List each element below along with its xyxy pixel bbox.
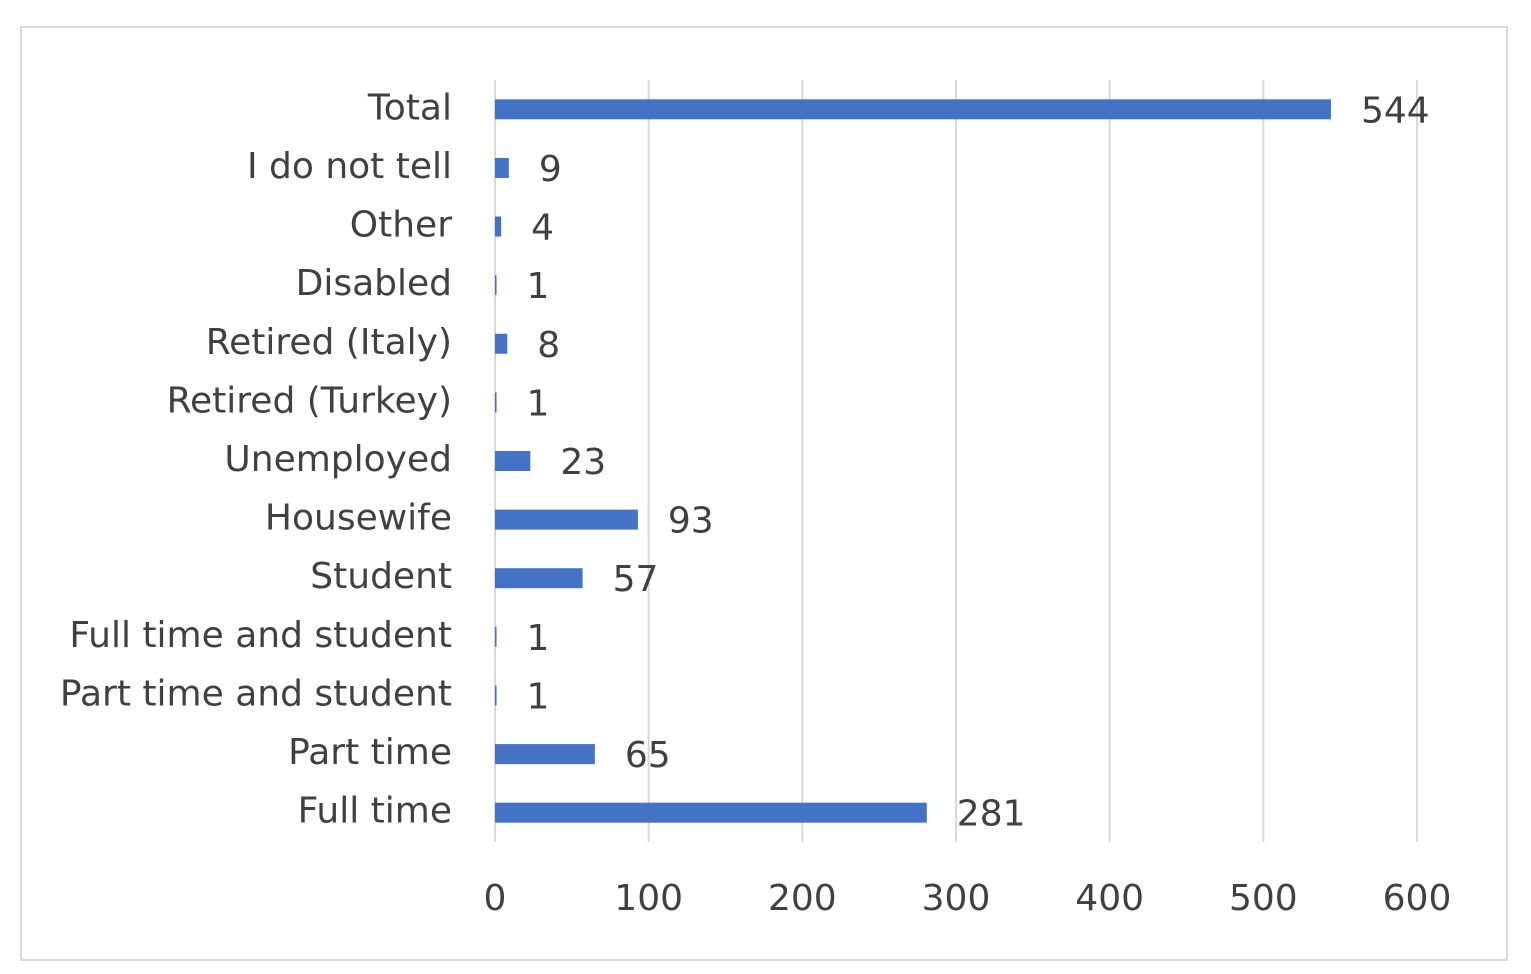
x-tick-label: 500 — [1229, 878, 1298, 919]
bar — [495, 216, 502, 237]
y-tick-label: Retired (Turkey) — [167, 380, 452, 421]
y-tick-label: Other — [350, 205, 452, 246]
bar — [495, 626, 497, 647]
y-tick-label: Part time — [288, 732, 452, 773]
value-label: 1 — [527, 676, 550, 717]
bar — [495, 157, 509, 178]
value-label: 281 — [957, 794, 1026, 835]
bar — [495, 568, 583, 589]
value-label: 1 — [527, 618, 550, 659]
x-tick-label: 100 — [614, 878, 683, 919]
value-label: 65 — [625, 735, 671, 776]
x-tick-label: 0 — [484, 878, 507, 919]
x-tick-label: 400 — [1075, 878, 1144, 919]
y-tick-label: I do not tell — [247, 146, 452, 187]
bar — [495, 451, 531, 471]
bar — [495, 802, 927, 823]
value-label: 93 — [668, 501, 714, 542]
bar — [495, 392, 497, 413]
bar — [495, 333, 508, 354]
x-tick-label: 300 — [922, 878, 991, 919]
value-label: 9 — [539, 149, 562, 190]
y-tick-label: Full time and student — [69, 615, 452, 656]
x-tick-label: 600 — [1383, 878, 1452, 919]
value-label: 57 — [613, 559, 659, 600]
bar — [495, 275, 497, 296]
bar — [495, 509, 638, 530]
y-tick-label: Disabled — [296, 263, 452, 304]
value-label: 23 — [560, 442, 606, 483]
y-tick-label: Unemployed — [224, 439, 452, 480]
value-label: 1 — [527, 383, 550, 424]
y-tick-label: Housewife — [265, 498, 452, 539]
bar — [495, 685, 497, 706]
bar — [495, 744, 595, 765]
y-tick-label: Full time — [298, 791, 452, 832]
y-tick-label: Student — [310, 556, 452, 597]
y-tick-label: Retired (Italy) — [206, 322, 452, 363]
y-tick-label: Total — [367, 87, 452, 128]
value-label: 8 — [537, 325, 560, 366]
value-label: 4 — [531, 208, 554, 249]
bar — [495, 99, 1331, 120]
y-tick-label: Part time and student — [60, 673, 452, 714]
x-tick-label: 200 — [768, 878, 837, 919]
value-label: 1 — [527, 266, 550, 307]
value-label: 544 — [1361, 90, 1430, 131]
